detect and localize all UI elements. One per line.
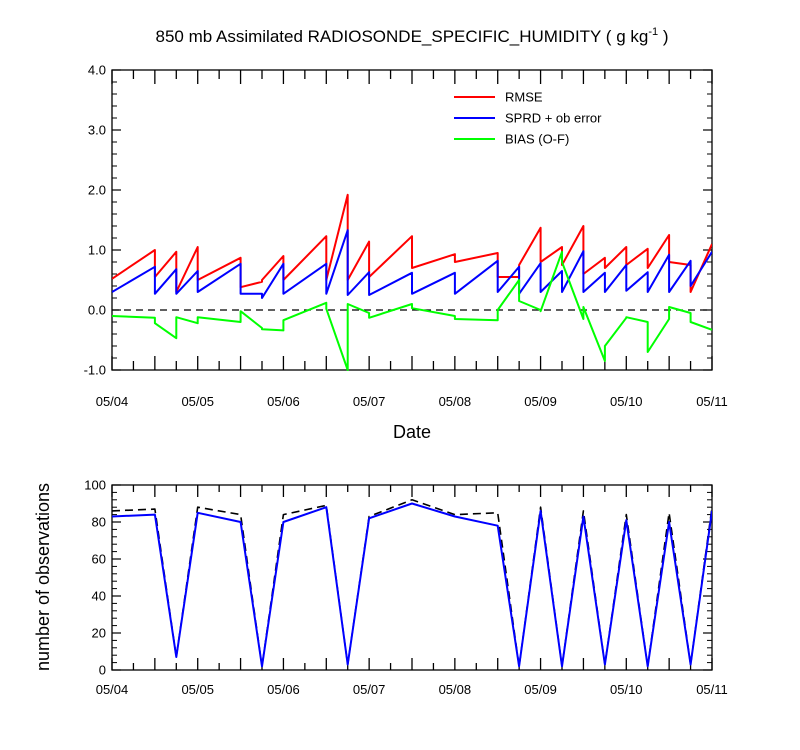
top-legend: RMSE SPRD + ob error BIAS (O-F) xyxy=(454,90,602,147)
top-y-tick-label: 4.0 xyxy=(88,63,106,78)
legend-label: BIAS (O-F) xyxy=(505,132,569,147)
bottom-y-tick-label: 20 xyxy=(92,626,106,641)
bottom-plot-panel: 0 20 40 60 80 100 05/04 05/05 05/06 05/07 05/08 05/… xyxy=(84,478,727,698)
top-x-tick-label: 05/06 xyxy=(267,394,300,409)
bottom-y-tick-label: 100 xyxy=(84,478,106,493)
top-plot-panel: -1.0 0.0 1.0 2.0 3.0 4.0 05/04 05/05 05/06 05/07 0… xyxy=(84,63,728,410)
bottom-y-tick-label: 60 xyxy=(92,552,106,567)
top-y-tick-label: 3.0 xyxy=(88,123,106,138)
top-y-tick-label: 2.0 xyxy=(88,183,106,198)
top-series-line-rmse xyxy=(112,193,712,293)
top-x-axis-title: Date xyxy=(393,422,431,442)
bottom-y-tick-label: 40 xyxy=(92,589,106,604)
bottom-x-tick-label: 05/09 xyxy=(524,682,557,697)
top-series-line-sprd-ob-error xyxy=(112,229,712,299)
bottom-x-tick-label: 05/06 xyxy=(267,682,300,697)
top-x-tick-label: 05/04 xyxy=(96,394,129,409)
bottom-series-line-solid-1 xyxy=(112,502,712,668)
top-y-tick-label: -1.0 xyxy=(84,363,106,378)
legend-label: SPRD + ob error xyxy=(505,111,602,126)
top-y-tick-label: 1.0 xyxy=(88,243,106,258)
bottom-x-tick-label: 05/11 xyxy=(696,682,728,697)
top-y-tick-label: 0.0 xyxy=(88,303,106,318)
top-x-tick-label: 05/09 xyxy=(524,394,557,409)
bottom-series-line-dashed-0 xyxy=(112,498,712,668)
bottom-x-tick-label: 05/07 xyxy=(353,682,386,697)
bottom-x-tick-label: 05/08 xyxy=(439,682,472,697)
bottom-y-axis-title: number of observations xyxy=(33,483,53,671)
top-x-tick-label: 05/10 xyxy=(610,394,643,409)
bottom-x-tick-label: 05/10 xyxy=(610,682,643,697)
bottom-y-tick-label: 80 xyxy=(92,515,106,530)
top-x-tick-label: 05/07 xyxy=(353,394,386,409)
top-x-tick-label: 05/11 xyxy=(696,394,728,409)
bottom-x-tick-label: 05/04 xyxy=(96,682,129,697)
top-series-line-bias-o-f xyxy=(112,250,712,371)
bottom-x-tick-label: 05/05 xyxy=(181,682,214,697)
bottom-y-tick-label: 0 xyxy=(99,663,106,678)
chart-title: 850 mb Assimilated RADIOSONDE_SPECIFIC_H… xyxy=(156,26,669,46)
legend-label: RMSE xyxy=(505,90,543,105)
top-x-tick-label: 05/05 xyxy=(181,394,214,409)
top-x-tick-label: 05/08 xyxy=(439,394,472,409)
